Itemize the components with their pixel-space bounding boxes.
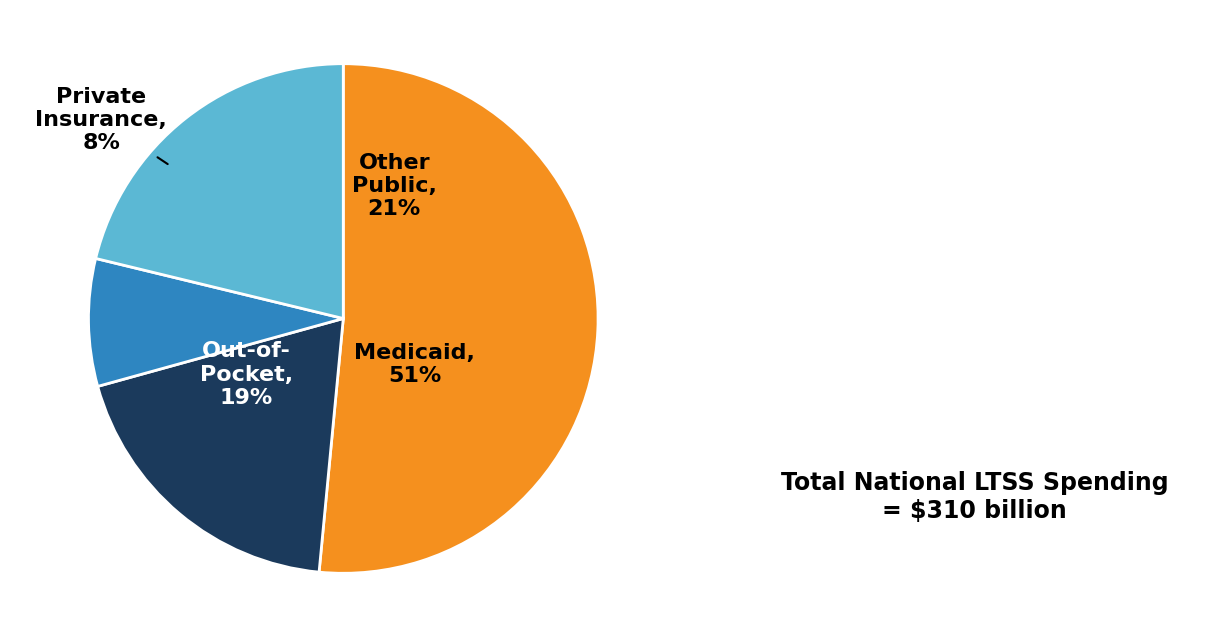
Text: Out-of-
Pocket,
19%: Out-of- Pocket, 19%: [200, 341, 293, 408]
Text: Private
Insurance,
8%: Private Insurance, 8%: [36, 87, 168, 164]
Wedge shape: [88, 259, 343, 387]
Wedge shape: [98, 318, 343, 572]
Wedge shape: [319, 64, 598, 573]
Wedge shape: [96, 64, 343, 318]
Text: Total National LTSS Spending
= $310 billion: Total National LTSS Spending = $310 bill…: [781, 471, 1168, 523]
Text: Medicaid,
51%: Medicaid, 51%: [354, 343, 474, 386]
Text: Other
Public,
21%: Other Public, 21%: [352, 153, 436, 219]
